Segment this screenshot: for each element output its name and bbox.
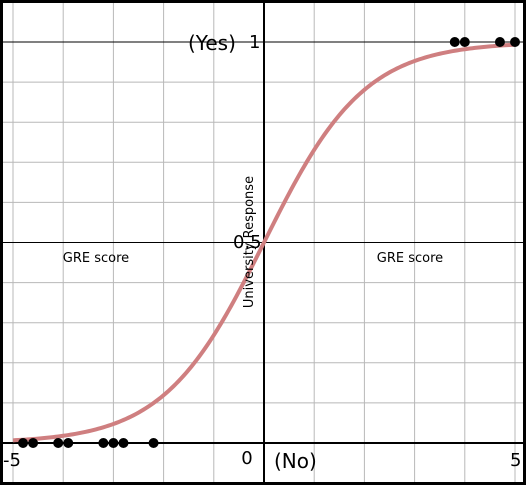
annotation-yes: (Yes) bbox=[188, 31, 236, 55]
data-point bbox=[63, 438, 74, 448]
y-tick-label-half: 0.5 bbox=[233, 232, 262, 253]
x-tick-label-min: -5 bbox=[3, 450, 21, 471]
data-point bbox=[98, 438, 109, 448]
y-axis-label: University Response bbox=[242, 176, 257, 308]
data-point bbox=[449, 37, 460, 47]
data-point bbox=[18, 438, 29, 448]
x-tick-label-max: 5 bbox=[510, 450, 521, 471]
y-tick-label-one: 1 bbox=[249, 32, 260, 53]
data-point bbox=[108, 438, 119, 448]
points-group bbox=[18, 37, 520, 448]
data-point bbox=[148, 438, 159, 448]
curve-group bbox=[12, 42, 516, 443]
data-point bbox=[118, 438, 129, 448]
data-point bbox=[459, 37, 470, 47]
x-axis-label-right: GRE score bbox=[377, 251, 443, 266]
annotation-no: (No) bbox=[274, 449, 317, 473]
data-point bbox=[494, 37, 505, 47]
data-point bbox=[28, 438, 39, 448]
data-point bbox=[53, 438, 64, 448]
x-axis-label-left: GRE score bbox=[63, 251, 129, 266]
labels-group: -5 0 5 0.5 1 (Yes) (No) GRE score GRE sc… bbox=[3, 31, 521, 473]
logistic-curve bbox=[12, 42, 516, 443]
data-point bbox=[510, 37, 520, 47]
x-tick-label-zero: 0 bbox=[241, 448, 252, 469]
